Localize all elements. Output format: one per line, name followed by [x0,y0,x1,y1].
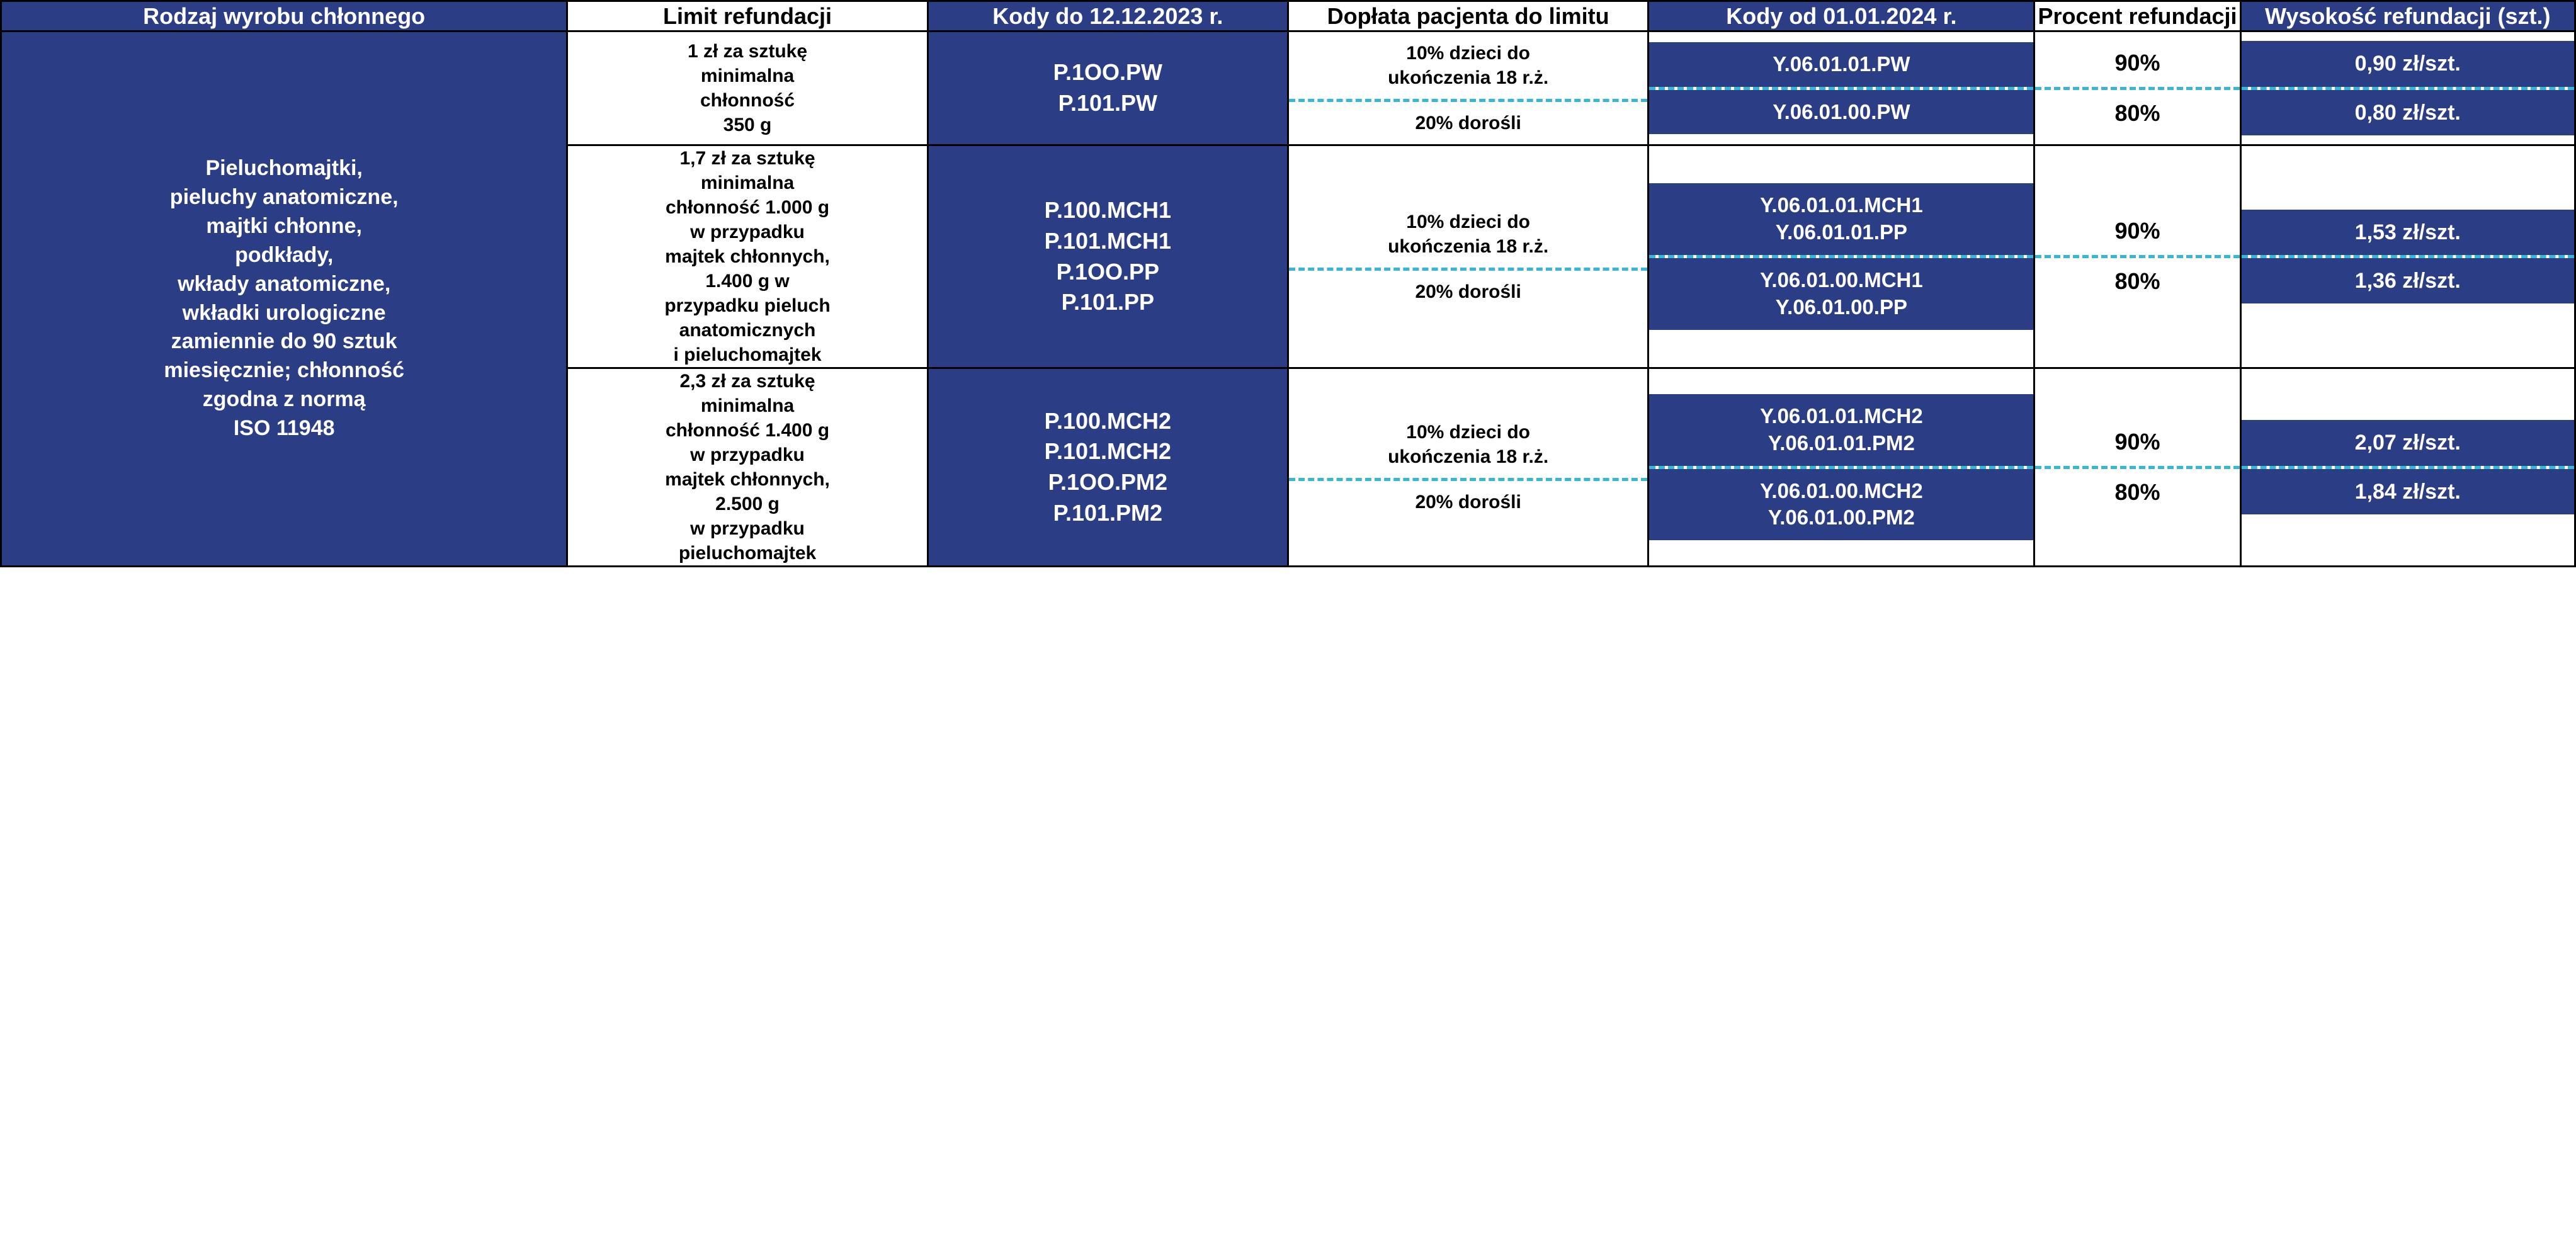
pct-adult: 80% [2035,469,2239,516]
surcharge-adult: 20% dorośli [1289,481,1647,523]
codes-new-child: Y.06.01.01.MCH2Y.06.01.01.PM2 [1649,394,2033,466]
limit-cell: 1 zł za sztukęminimalnachłonność350 g [567,31,928,145]
pct-cell: 90% 80% [2034,145,2240,368]
col-header-codes-new: Kody od 01.01.2024 r. [1648,1,2034,31]
codes-old-cell: P.100.MCH1P.101.MCH1P.1OO.PPP.101.PP [928,145,1288,368]
amount-child: 2,07 zł/szt. [2242,420,2574,465]
amount-adult: 0,80 zł/szt. [2242,90,2574,135]
surcharge-adult: 20% dorośli [1289,271,1647,313]
limit-cell: 1,7 zł za sztukęminimalnachłonność 1.000… [567,145,928,368]
amount-adult: 1,36 zł/szt. [2242,258,2574,303]
header-row: Rodzaj wyrobu chłonnego Limit refundacji… [1,1,2575,31]
surcharge-child: 10% dzieci doukończenia 18 r.ż. [1289,32,1647,99]
amount-cell: 0,90 zł/szt. 0,80 zł/szt. [2240,31,2575,145]
amount-adult: 1,84 zł/szt. [2242,469,2574,514]
surcharge-cell: 10% dzieci doukończenia 18 r.ż. 20% doro… [1288,31,1648,145]
pct-child: 90% [2035,419,2239,466]
col-header-codes-old: Kody do 12.12.2023 r. [928,1,1288,31]
surcharge-cell: 10% dzieci doukończenia 18 r.ż. 20% doro… [1288,368,1648,567]
col-header-surcharge: Dopłata pacjenta do limitu [1288,1,1648,31]
codes-new-adult: Y.06.01.00.MCH1Y.06.01.00.PP [1649,258,2033,330]
amount-cell: 1,53 zł/szt. 1,36 zł/szt. [2240,145,2575,368]
codes-new-adult: Y.06.01.00.PW [1649,90,2033,135]
product-cell: Pieluchomajtki,pieluchy anatomiczne,majt… [1,31,567,567]
pct-adult: 80% [2035,90,2239,137]
codes-new-cell: Y.06.01.01.MCH2Y.06.01.01.PM2 Y.06.01.00… [1648,368,2034,567]
amount-child: 0,90 zł/szt. [2242,41,2574,86]
col-header-product: Rodzaj wyrobu chłonnego [1,1,567,31]
surcharge-child: 10% dzieci doukończenia 18 r.ż. [1289,201,1647,268]
codes-new-cell: Y.06.01.01.PW Y.06.01.00.PW [1648,31,2034,145]
codes-old-cell: P.100.MCH2P.101.MCH2P.1OO.PM2P.101.PM2 [928,368,1288,567]
surcharge-adult: 20% dorośli [1289,102,1647,144]
pct-cell: 90% 80% [2034,368,2240,567]
amount-cell: 2,07 zł/szt. 1,84 zł/szt. [2240,368,2575,567]
pct-adult: 80% [2035,258,2239,305]
codes-old-cell: P.1OO.PWP.101.PW [928,31,1288,145]
surcharge-cell: 10% dzieci doukończenia 18 r.ż. 20% doro… [1288,145,1648,368]
col-header-pct: Procent refundacji [2034,1,2240,31]
pct-child: 90% [2035,208,2239,255]
amount-child: 1,53 zł/szt. [2242,210,2574,255]
pct-cell: 90% 80% [2034,31,2240,145]
limit-cell: 2,3 zł za sztukęminimalnachłonność 1.400… [567,368,928,567]
table-row: Pieluchomajtki,pieluchy anatomiczne,majt… [1,31,2575,145]
codes-new-cell: Y.06.01.01.MCH1Y.06.01.01.PP Y.06.01.00.… [1648,145,2034,368]
codes-new-child: Y.06.01.01.PW [1649,42,2033,87]
codes-new-child: Y.06.01.01.MCH1Y.06.01.01.PP [1649,183,2033,255]
pct-child: 90% [2035,40,2239,87]
col-header-limit: Limit refundacji [567,1,928,31]
surcharge-child: 10% dzieci doukończenia 18 r.ż. [1289,411,1647,478]
codes-new-adult: Y.06.01.00.MCH2Y.06.01.00.PM2 [1649,469,2033,541]
col-header-amount: Wysokość refundacji (szt.) [2240,1,2575,31]
reimbursement-table: Rodzaj wyrobu chłonnego Limit refundacji… [0,0,2576,567]
